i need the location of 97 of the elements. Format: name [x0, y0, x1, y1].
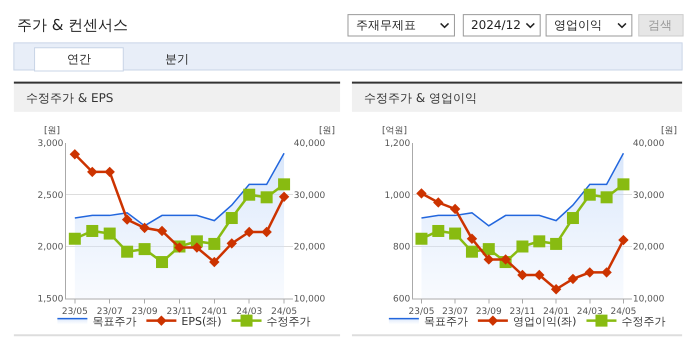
point — [534, 270, 544, 280]
point — [466, 234, 478, 244]
y2-axis-title: [원] — [661, 126, 678, 136]
point — [278, 178, 290, 190]
point — [533, 235, 546, 248]
point — [550, 238, 562, 250]
x-tick-label: 24/01 — [201, 307, 228, 318]
y2-axis-title: [원] — [319, 126, 336, 136]
x-tick-label: 23/07 — [96, 307, 123, 318]
point — [516, 240, 528, 253]
x-tick-label: 24/05 — [271, 307, 298, 318]
point — [584, 188, 596, 201]
x-tick-label: 23/07 — [442, 307, 468, 318]
chart-title: 수정주가 & 영업이익 — [364, 91, 477, 105]
x-tick-label: 24/03 — [576, 307, 603, 318]
y2-tick-label: 40,000 — [294, 139, 326, 150]
point — [156, 226, 168, 236]
point — [566, 212, 579, 224]
point — [209, 256, 220, 268]
legend-label: 목표주가 — [92, 314, 136, 328]
y2-tick-label: 30,000 — [632, 190, 665, 201]
point — [278, 192, 290, 202]
y-tick-label: 2,500 — [38, 190, 64, 201]
point — [482, 243, 495, 256]
legend-label: 목표주가 — [424, 314, 468, 328]
y2-tick-label: 10,000 — [294, 294, 326, 304]
point — [600, 191, 613, 204]
point — [568, 274, 578, 284]
point — [138, 243, 151, 256]
y-tick-label: 1,500 — [38, 294, 64, 304]
point — [517, 270, 528, 280]
text: 영업이익 — [554, 18, 602, 32]
legend-label: 영업이익(좌) — [512, 314, 576, 328]
text: 주가 & 컨센서스 — [17, 16, 128, 34]
y-axis-title: [원] — [44, 126, 60, 136]
point — [192, 242, 202, 253]
point — [449, 228, 462, 240]
point — [156, 256, 168, 268]
x-tick-label: 24/01 — [543, 307, 570, 318]
point — [450, 204, 460, 214]
legend-label: EPS(좌) — [181, 314, 222, 328]
y2-tick-label: 20,000 — [632, 242, 665, 253]
y-tick-label: 600 — [393, 294, 411, 304]
y-tick-label: 1,200 — [384, 139, 411, 150]
point — [260, 191, 273, 204]
point — [416, 188, 427, 199]
legend-label: 수정주가 — [266, 314, 311, 328]
point — [87, 166, 98, 178]
point — [618, 234, 629, 246]
text: 검색 — [648, 18, 672, 32]
y2-tick-label: 10,000 — [632, 294, 665, 304]
point — [415, 232, 428, 245]
y-tick-label: 800 — [393, 242, 411, 253]
point — [243, 188, 256, 201]
point — [601, 267, 612, 278]
y-tick-label: 3,000 — [38, 139, 64, 150]
x-tick-label: 23/09 — [476, 307, 502, 318]
point — [68, 232, 81, 245]
point — [104, 166, 115, 178]
x-tick-label: 23/11 — [509, 307, 536, 318]
x-tick-label: 24/05 — [610, 307, 636, 318]
point — [500, 254, 511, 265]
point — [70, 149, 80, 160]
text: 연간 — [67, 52, 91, 66]
y-tick-label: 1,000 — [384, 190, 411, 201]
point — [484, 254, 494, 265]
point — [139, 222, 150, 234]
point — [244, 226, 254, 238]
x-tick-label: 23/05 — [408, 307, 434, 318]
point — [433, 197, 444, 208]
y2-tick-label: 20,000 — [294, 242, 326, 253]
legend-label: 수정주가 — [621, 314, 666, 328]
text: 2024/12 — [471, 18, 521, 32]
point — [617, 178, 630, 190]
chart-title: 수정주가 & EPS — [26, 91, 114, 105]
x-tick-label: 24/03 — [236, 307, 262, 318]
y-tick-label: 2,000 — [38, 242, 64, 253]
x-tick-label: 23/05 — [62, 307, 88, 318]
y2-tick-label: 30,000 — [294, 190, 326, 201]
point — [432, 224, 444, 237]
point — [104, 228, 116, 240]
point — [86, 224, 98, 237]
point — [261, 226, 272, 238]
point — [584, 267, 595, 278]
point — [466, 246, 478, 258]
text: 분기 — [165, 52, 189, 66]
point — [550, 284, 562, 294]
x-tick-label: 23/11 — [166, 307, 192, 318]
text: 주재무제표 — [356, 18, 416, 32]
point — [226, 212, 238, 224]
point — [121, 246, 134, 258]
x-tick-label: 23/09 — [132, 307, 158, 318]
point — [208, 238, 220, 250]
point — [226, 238, 237, 249]
y2-tick-label: 40,000 — [632, 139, 665, 150]
point — [122, 214, 132, 225]
y-axis-title: [억원] — [382, 126, 408, 136]
